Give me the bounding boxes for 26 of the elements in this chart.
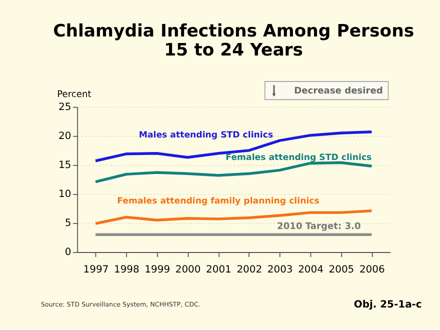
y-tick-label: 5 — [64, 218, 72, 230]
x-tick-label: 2000 — [175, 264, 201, 276]
y-axis-title: Percent — [57, 90, 92, 100]
line-series — [94, 130, 374, 162]
y-tick-label: 0 — [64, 247, 72, 258]
ref-line-label: 2010 Target: 3.0 — [277, 222, 361, 232]
y-tick-label: 25 — [58, 102, 72, 114]
x-tick-label: 2005 — [328, 264, 354, 276]
x-tick-label: 1997 — [83, 264, 109, 276]
x-tick-label: 2001 — [206, 264, 232, 276]
text: Decrease desired — [294, 86, 383, 96]
chart-title: Chlamydia Infections Among Persons 15 to 24 Years — [53, 22, 414, 61]
x-tick-label: 1998 — [114, 264, 140, 276]
series-label: Females attending family planning clinics — [117, 196, 320, 207]
line-series — [94, 161, 374, 184]
series-label: Males attending STD clinics — [138, 130, 274, 141]
x-tick-label: 2003 — [267, 264, 293, 276]
y-tick-label: 10 — [58, 189, 72, 200]
x-tick-label: 2006 — [359, 264, 385, 276]
series-label: Females attending STD clinics — [226, 152, 372, 163]
y-tick-label: 20 — [58, 131, 72, 142]
x-tick-label: 1999 — [144, 264, 170, 276]
x-tick-label: 2002 — [236, 264, 262, 276]
x-tick-label: 2004 — [298, 264, 324, 276]
text: Obj. 25-1a-c — [354, 299, 422, 310]
y-tick-label: 15 — [58, 160, 72, 172]
